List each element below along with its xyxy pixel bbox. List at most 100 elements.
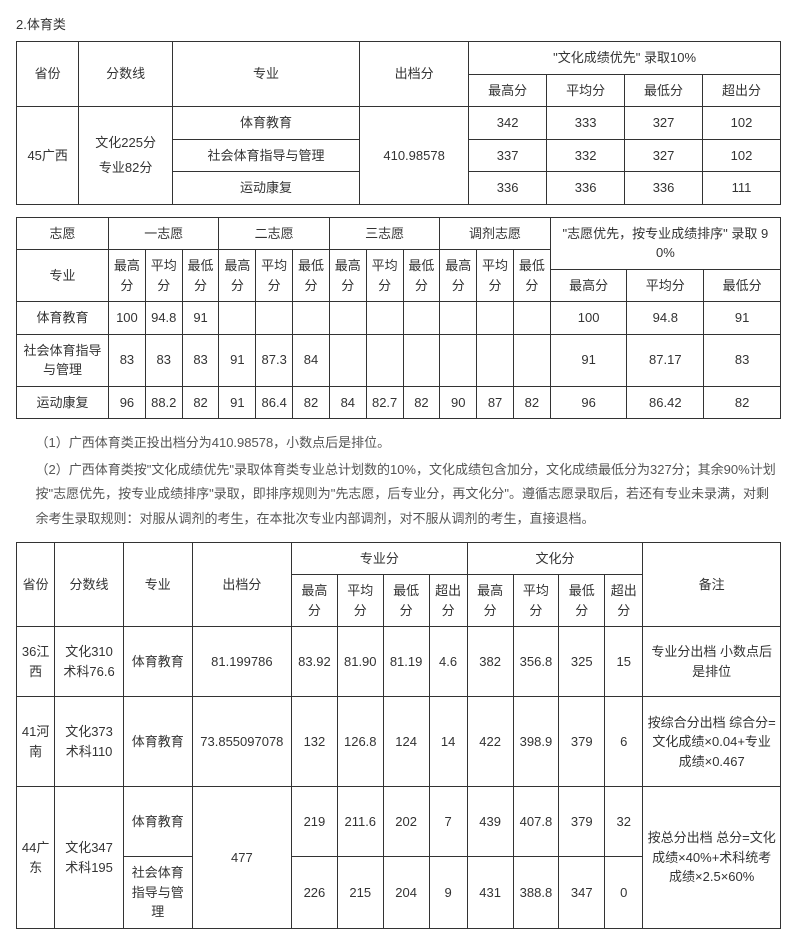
section-subtitle: 2.体育类 [16,14,781,33]
cell: 83 [182,334,219,386]
cell-remark: 按总分出档 总分=文化成绩×40%+术科统考成绩×2.5×60% [643,787,781,929]
cell: 87 [477,386,514,419]
cell: 379 [559,787,605,857]
cell: 15 [605,627,643,697]
notes-block: （1）广西体育类正投出档分为410.98578，小数点后是排位。 （2）广西体育… [16,431,781,532]
th-wish: 志愿 [17,217,109,250]
cell: 100 [550,302,627,335]
th-wish3: 三志愿 [329,217,439,250]
cell: 82 [513,386,550,419]
cell: 4.6 [429,627,467,697]
cell: 82 [403,386,440,419]
cell [329,302,366,335]
th: 超出分 [429,575,467,627]
cell: 204 [383,857,429,929]
cell [403,302,440,335]
cell: 83 [109,334,146,386]
cell: 327 [625,139,703,172]
cell-major: 运动康复 [172,172,359,205]
th-province: 省份 [17,542,55,627]
cell: 14 [429,697,467,787]
cell: 342 [469,107,547,140]
th: 最低分 [182,250,219,302]
cell [329,334,366,386]
cell [403,334,440,386]
cell: 83 [145,334,182,386]
note-1: （1）广西体育类正投出档分为410.98578，小数点后是排位。 [36,431,782,456]
cell-outscore: 477 [192,787,291,929]
cell-major: 体育教育 [172,107,359,140]
table-row: 41河南 文化373 术科110 体育教育 73.855097078 132 1… [17,697,781,787]
cell: 327 [625,107,703,140]
cell [513,334,550,386]
table-row: 运动康复 96 88.2 82 91 86.4 82 84 82.7 82 90… [17,386,781,419]
th-extra: 超出分 [703,74,781,107]
cell: 422 [467,697,513,787]
table-row: 36江西 文化310 术科76.6 体育教育 81.199786 83.92 8… [17,627,781,697]
th: 平均分 [145,250,182,302]
cell: 336 [469,172,547,205]
cell: 91 [550,334,627,386]
cell [256,302,293,335]
cell: 102 [703,139,781,172]
th-outscore: 出档分 [360,42,469,107]
cell-major: 社会体育指导与管理 [172,139,359,172]
cell: 124 [383,697,429,787]
cell [513,302,550,335]
th-cul-group: 文化分 [467,542,643,575]
cell [440,302,477,335]
cell [477,334,514,386]
th-major: 专业 [17,250,109,302]
cell: 382 [467,627,513,697]
cell: 88.2 [145,386,182,419]
cell: 6 [605,697,643,787]
cell: 202 [383,787,429,857]
cell-scoreline: 文化347 术科195 [55,787,124,929]
th: 最高分 [467,575,513,627]
cell [366,302,403,335]
th-overall: "志愿优先，按专业成绩排序" 录取 90% [550,217,780,269]
cell [293,302,330,335]
cell: 398.9 [513,697,559,787]
cell-scoreline-1: 文化225分 [83,133,168,153]
cell: 91 [182,302,219,335]
cell-outscore: 73.855097078 [192,697,291,787]
table-row: 体育教育 100 94.8 91 100 94.8 91 [17,302,781,335]
cell-province: 41河南 [17,697,55,787]
cell-remark: 专业分出档 小数点后是排位 [643,627,781,697]
cell-province: 44广东 [17,787,55,929]
cell: 336 [625,172,703,205]
cell: 439 [467,787,513,857]
cell-major: 社会体育指导与管理 [17,334,109,386]
cell-scoreline: 文化373 术科110 [55,697,124,787]
th: 平均分 [256,250,293,302]
th-major: 专业 [123,542,192,627]
th: 最高分 [219,250,256,302]
cell-province: 36江西 [17,627,55,697]
th-avg: 平均分 [547,74,625,107]
th-scoreline: 分数线 [79,42,173,107]
cell-scoreline: 文化310 术科76.6 [55,627,124,697]
th: 平均分 [337,575,383,627]
cell: 7 [429,787,467,857]
th-pro-group: 专业分 [292,542,468,575]
th: 超出分 [605,575,643,627]
cell: 91 [219,334,256,386]
th-wish1: 一志愿 [109,217,219,250]
th: 最高分 [329,250,366,302]
cell: 91 [704,302,781,335]
th: 最低分 [704,269,781,302]
cell: 347 [559,857,605,929]
th-scoreline: 分数线 [55,542,124,627]
cell: 211.6 [337,787,383,857]
cell: 32 [605,787,643,857]
cell: 84 [293,334,330,386]
th: 最高分 [550,269,627,302]
th: 最低分 [513,250,550,302]
cell: 94.8 [627,302,704,335]
th-major: 专业 [172,42,359,107]
cell: 96 [109,386,146,419]
cell: 325 [559,627,605,697]
cell: 81.19 [383,627,429,697]
th-wish2: 二志愿 [219,217,329,250]
